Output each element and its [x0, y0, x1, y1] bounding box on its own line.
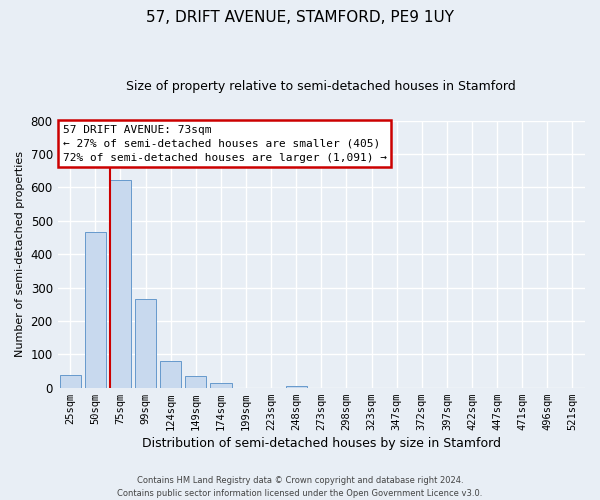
Text: 57, DRIFT AVENUE, STAMFORD, PE9 1UY: 57, DRIFT AVENUE, STAMFORD, PE9 1UY: [146, 10, 454, 25]
Bar: [160, 361, 181, 388]
Bar: [210, 384, 232, 388]
Bar: [59, 375, 81, 388]
Bar: [110, 180, 131, 388]
Y-axis label: Number of semi-detached properties: Number of semi-detached properties: [15, 151, 25, 357]
X-axis label: Distribution of semi-detached houses by size in Stamford: Distribution of semi-detached houses by …: [142, 437, 501, 450]
Bar: [85, 232, 106, 388]
Text: Contains HM Land Registry data © Crown copyright and database right 2024.
Contai: Contains HM Land Registry data © Crown c…: [118, 476, 482, 498]
Bar: [135, 299, 156, 388]
Bar: [185, 376, 206, 388]
Bar: [286, 386, 307, 388]
Text: 57 DRIFT AVENUE: 73sqm
← 27% of semi-detached houses are smaller (405)
72% of se: 57 DRIFT AVENUE: 73sqm ← 27% of semi-det…: [63, 124, 387, 162]
Title: Size of property relative to semi-detached houses in Stamford: Size of property relative to semi-detach…: [127, 80, 516, 93]
